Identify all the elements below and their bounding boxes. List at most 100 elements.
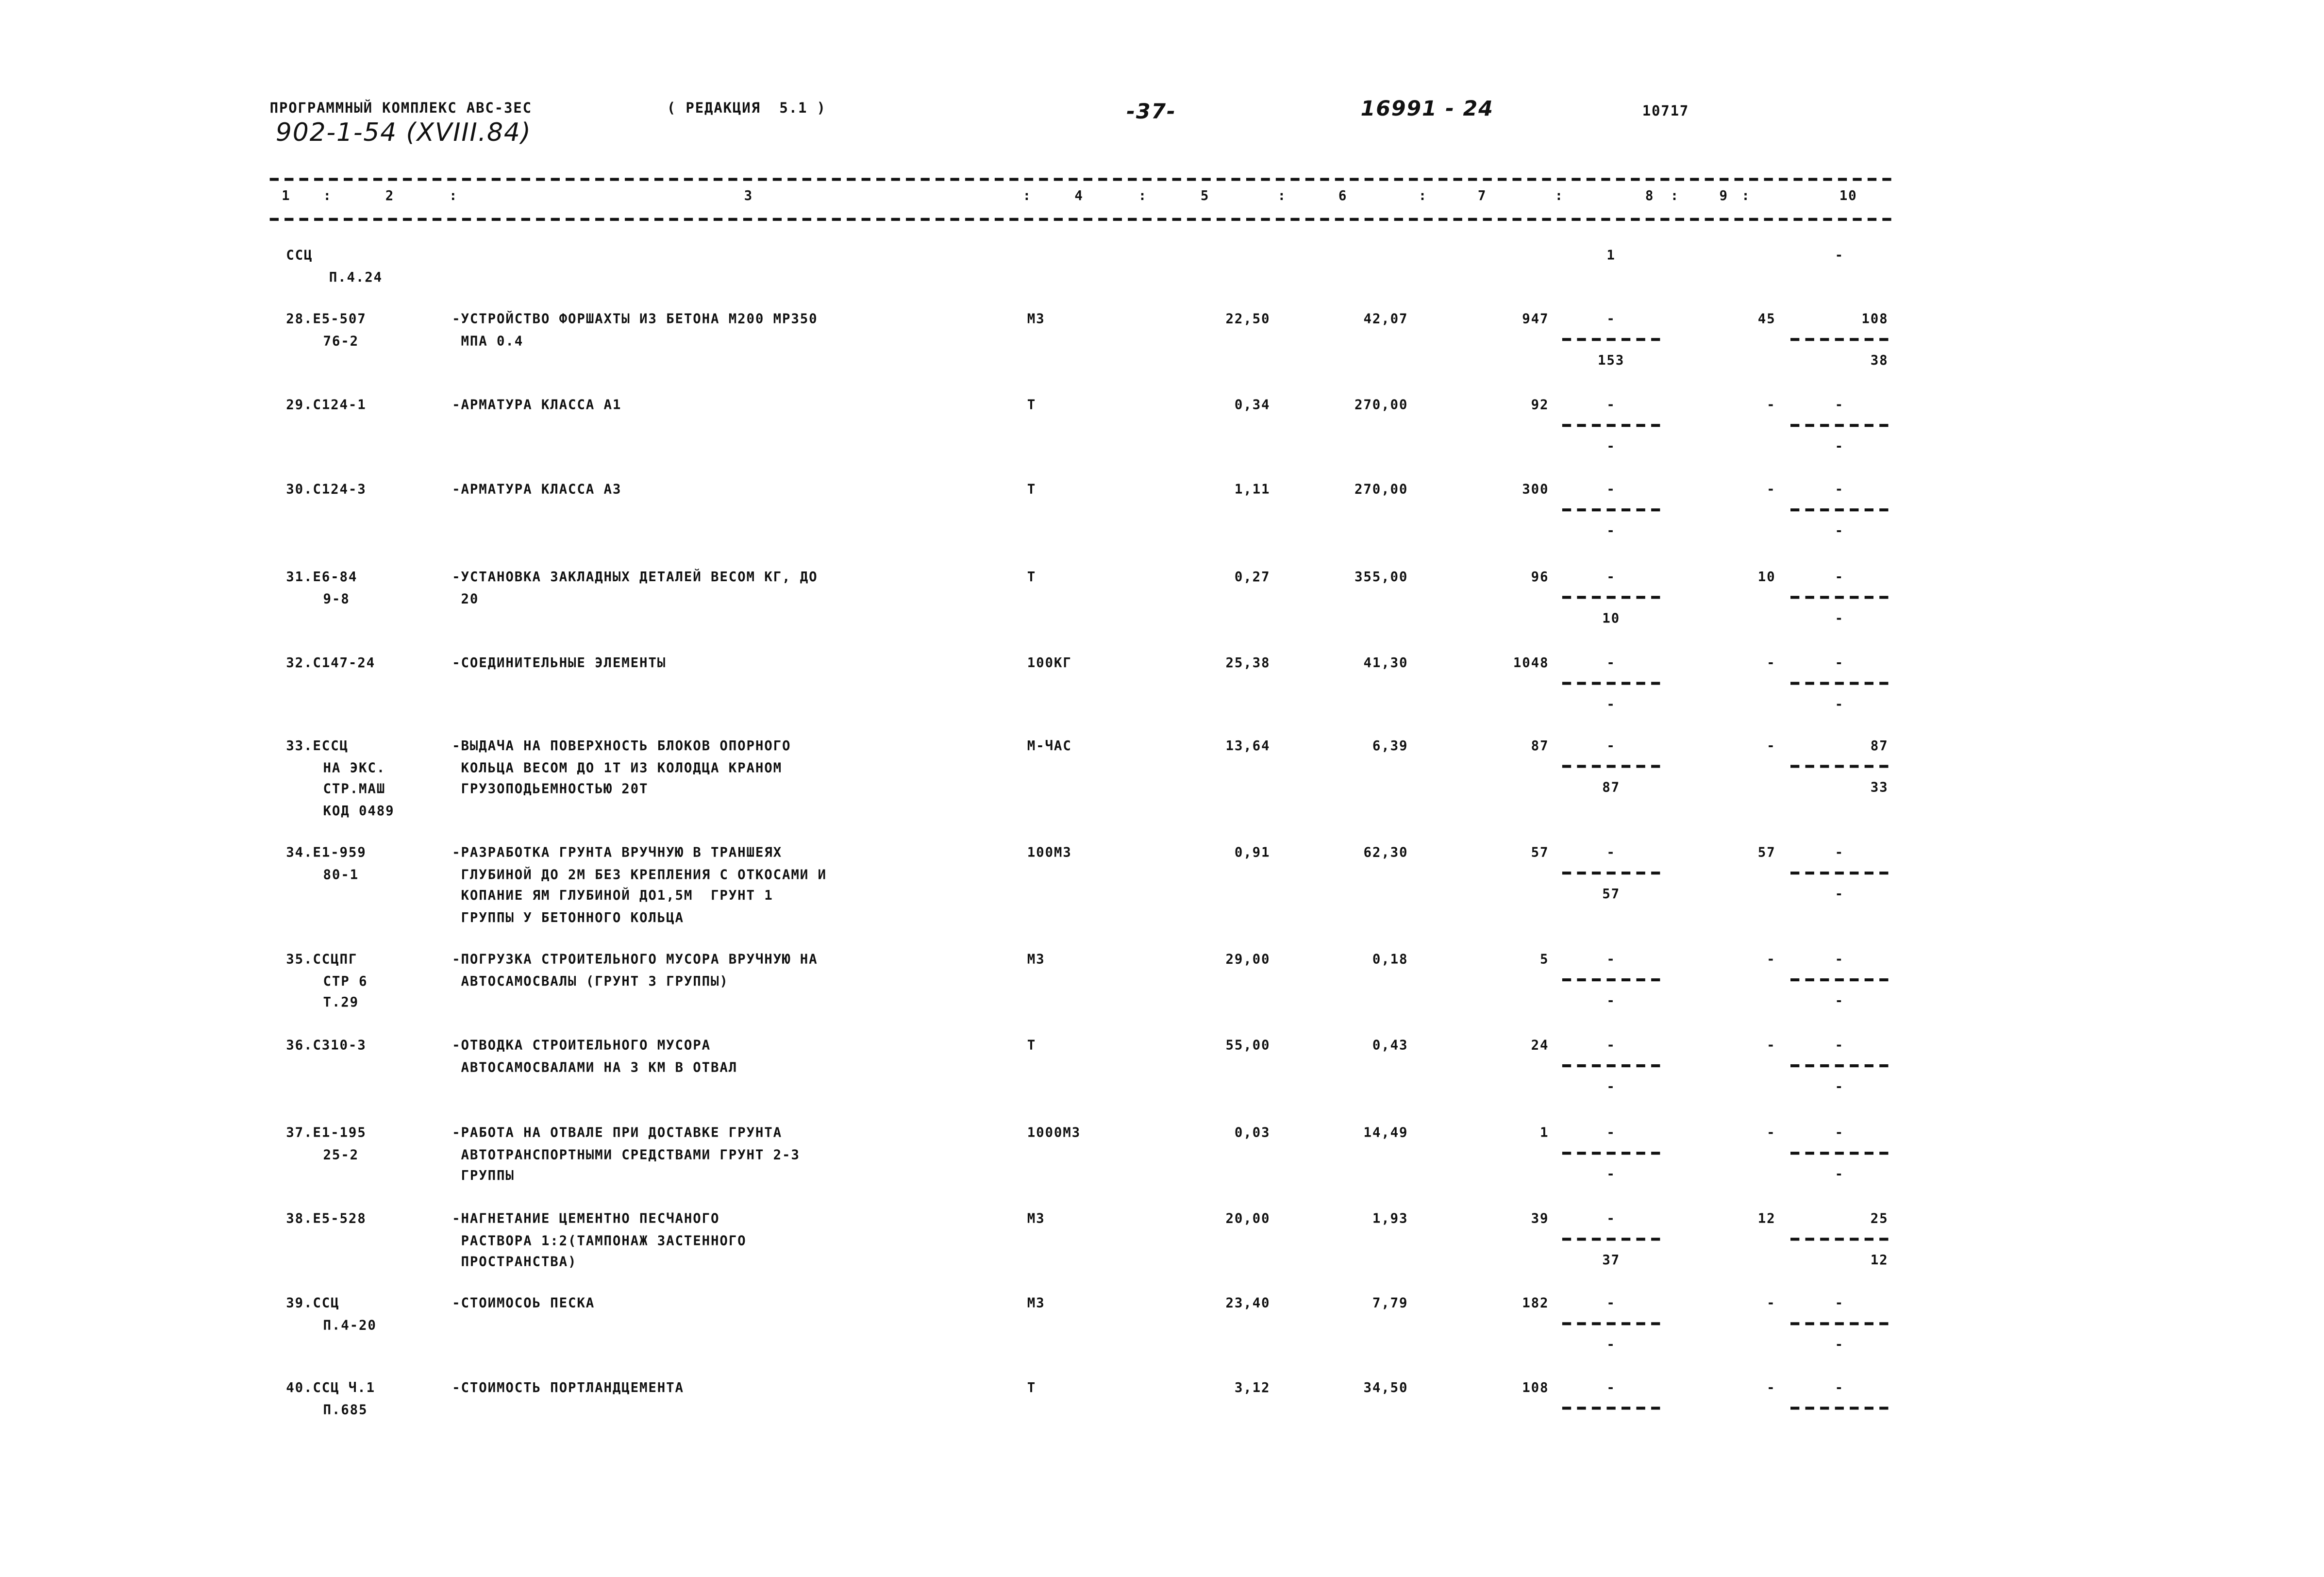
column-8-top: -: [1606, 313, 1616, 328]
column-8-bottom: -: [1606, 524, 1616, 540]
item-code: 40.ССЦ Ч.1: [286, 1381, 375, 1396]
column-10-value: --: [1790, 1126, 1889, 1186]
unit-price: 0,43: [1372, 1039, 1408, 1054]
fraction-line: [1790, 1238, 1889, 1241]
column-9-value: -: [1767, 483, 1776, 498]
work-description: ГРУППЫ: [461, 1169, 515, 1185]
total-cost: 57: [1531, 846, 1549, 861]
total-cost: 39: [1531, 1212, 1549, 1227]
unit: Т: [1027, 570, 1037, 586]
column-8-top: -: [1606, 1039, 1616, 1054]
unit: Т: [1027, 1039, 1037, 1054]
unit: М3: [1027, 313, 1045, 328]
column-10-value: 108 38: [1790, 313, 1889, 372]
column-10-top: -: [1835, 570, 1844, 586]
unit-price: 270,00: [1354, 483, 1408, 498]
work-description: -АРМАТУРА КЛАССА А1: [452, 399, 622, 414]
fraction-line: [1790, 978, 1889, 982]
column-8-bottom: -: [1606, 1168, 1616, 1183]
column-8-value: --: [1562, 399, 1660, 458]
column-8-value: --: [1562, 953, 1660, 1012]
fraction-line: [1790, 596, 1889, 599]
unit-price: 62,30: [1363, 846, 1408, 861]
column-separator: :: [1418, 189, 1428, 205]
unit: 100КГ: [1027, 656, 1072, 672]
column-10-bottom: 33: [1870, 781, 1889, 796]
column-10-top: -: [1835, 846, 1844, 861]
work-description: КОПАНИЕ ЯМ ГЛУБИНОЙ ДО1,5М ГРУНТ 1: [461, 889, 773, 905]
column-8-bottom: -: [1606, 1338, 1616, 1354]
column-header-1: 1: [282, 189, 291, 205]
column-8-value: --: [1562, 1039, 1660, 1098]
quantity: 23,40: [1225, 1297, 1271, 1312]
column-8-top: 1: [1606, 249, 1616, 264]
item-code: 33.ЕССЦ: [286, 739, 349, 755]
column-10-top: 25: [1870, 1212, 1889, 1227]
column-8-top: -: [1606, 1212, 1616, 1227]
column-10-top: -: [1835, 1297, 1844, 1312]
column-10-top: -: [1835, 953, 1844, 968]
column-10-top: 108: [1861, 313, 1889, 328]
work-description: -СТОИМОСОЬ ПЕСКА: [452, 1297, 595, 1312]
column-8-top: -: [1606, 656, 1616, 672]
quantity: 29,00: [1225, 953, 1271, 968]
unit: Т: [1027, 399, 1037, 414]
item-code: ССЦ: [286, 249, 313, 264]
item-code: КОД 0489: [323, 804, 395, 819]
total-cost: 182: [1522, 1297, 1549, 1312]
fraction-line: [1562, 1322, 1660, 1325]
total-cost: 947: [1522, 313, 1549, 328]
item-code: 38.Е5-528: [286, 1212, 367, 1227]
quantity: 25,38: [1225, 656, 1271, 672]
total-cost: 87: [1531, 739, 1549, 755]
fraction-line: [1562, 338, 1660, 341]
column-10-bottom: -: [1835, 1338, 1844, 1354]
item-code: СТР 6: [323, 974, 368, 990]
page-number: -37-: [1126, 101, 1176, 125]
column-10-top: -: [1835, 1039, 1844, 1054]
quantity: 22,50: [1225, 313, 1271, 328]
column-8-bottom: 37: [1602, 1254, 1620, 1269]
unit-price: 7,79: [1372, 1297, 1408, 1312]
column-10-bottom: -: [1835, 612, 1844, 627]
item-code: 37.Е1-195: [286, 1126, 367, 1141]
fraction-line: [1562, 424, 1660, 427]
work-description: РАСТВОРА 1:2(ТАМПОНАЖ ЗАСТЕННОГО: [461, 1234, 747, 1249]
column-9-value: -: [1767, 739, 1776, 755]
fraction-line: [1562, 765, 1660, 768]
item-code: 35.ССЦПГ: [286, 953, 358, 968]
fraction-line: [1562, 1238, 1660, 1241]
column-10-value: --: [1790, 656, 1889, 716]
column-10-value: --: [1790, 483, 1889, 542]
item-code: 25-2: [323, 1148, 359, 1163]
unit: 100М3: [1027, 846, 1072, 861]
quantity: 55,00: [1225, 1039, 1271, 1054]
column-10-top: -: [1835, 483, 1844, 498]
column-10-bottom: 12: [1870, 1254, 1889, 1269]
column-10-top: -: [1835, 249, 1844, 264]
column-10-bottom: -: [1835, 524, 1844, 540]
item-code: 34.Е1-959: [286, 846, 367, 861]
item-code: П.685: [323, 1403, 368, 1418]
fraction-line: [1790, 1064, 1889, 1068]
work-description: ГРУЗОПОДЬЕМНОСТЬЮ 20Т: [461, 782, 649, 798]
unit-price: 42,07: [1363, 313, 1408, 328]
item-code: 36.С310-3: [286, 1039, 367, 1054]
column-8-bottom: -: [1606, 698, 1616, 713]
quantity: 3,12: [1234, 1381, 1271, 1396]
column-separator: :: [1138, 189, 1148, 205]
column-8-bottom: 57: [1602, 888, 1620, 903]
column-header-8: 8: [1645, 189, 1655, 205]
work-description: -УСТАНОВКА ЗАКЛАДНЫХ ДЕТАЛЕЙ ВЕСОМ КГ, Д…: [452, 570, 818, 586]
doc-reference: 16991 - 24: [1360, 98, 1494, 122]
work-description: -АРМАТУРА КЛАССА А3: [452, 483, 622, 498]
column-header-9: 9: [1719, 189, 1728, 205]
unit-price: 355,00: [1354, 570, 1408, 586]
column-8-value: --: [1562, 656, 1660, 716]
unit: Т: [1027, 483, 1037, 498]
doc-code: 10717: [1642, 103, 1689, 120]
work-description: АВТОСАМОСВАЛЫ (ГРУНТ 3 ГРУППЫ): [461, 974, 729, 990]
column-8-bottom: 87: [1602, 781, 1620, 796]
item-code: 29.С124-1: [286, 399, 367, 414]
quantity: 13,64: [1225, 739, 1271, 755]
